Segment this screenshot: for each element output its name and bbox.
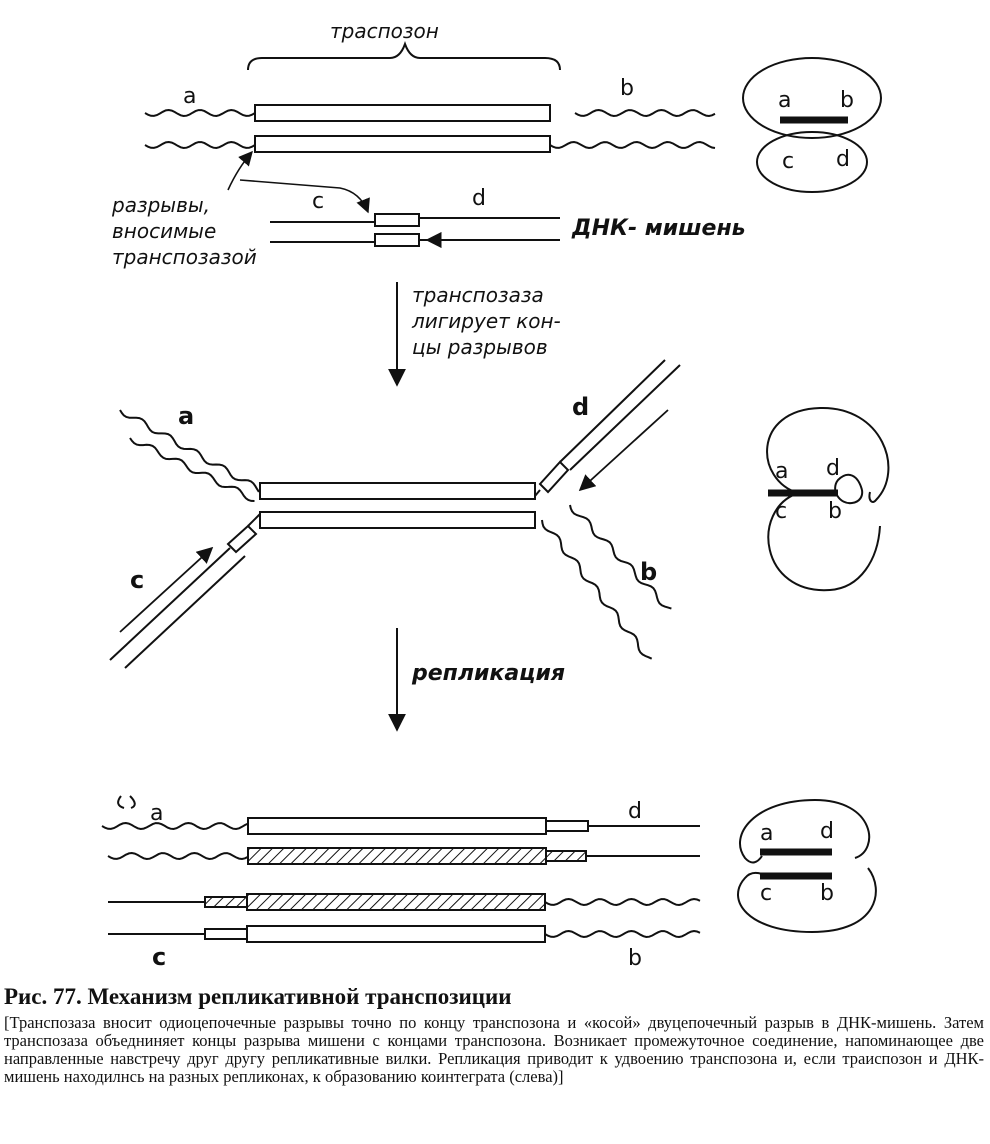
transposon-strand-bottom	[259, 511, 536, 529]
new-transposon-row2	[247, 847, 547, 865]
circle-label-c: c	[782, 149, 794, 174]
step1-text-line3: цы разрывов	[412, 335, 548, 359]
flank-b-outer	[541, 519, 653, 660]
target-c-strand-inner	[124, 555, 246, 669]
step-arrow-2: репликация	[388, 628, 565, 732]
target-d-strand-link	[534, 489, 541, 497]
label-b: b	[620, 76, 634, 101]
transposon-title: траспозон	[330, 19, 439, 43]
figure-caption: Рис. 77. Механизм репликативной транспоз…	[4, 984, 984, 1086]
target-c-duplication	[226, 524, 258, 554]
target-d-duplication	[538, 460, 570, 494]
flank-a-inner	[129, 437, 255, 502]
flank-a-outer	[119, 409, 260, 493]
step1-text-line1: транспозаза	[412, 283, 544, 307]
transposon-strand-bottom	[254, 135, 551, 153]
synthesis-arrow-d	[578, 409, 669, 492]
label-a: a	[183, 84, 196, 109]
label-c: c	[312, 189, 324, 214]
flank-b-top	[574, 108, 716, 118]
flank-b-row3	[544, 897, 701, 907]
circle-label-b: b	[820, 881, 834, 906]
flank-b-row4	[544, 929, 701, 939]
flank-a-bottom	[144, 140, 256, 150]
replicon-ab-circle	[742, 57, 882, 139]
cointegrate-lower	[737, 867, 877, 934]
step-arrow-1: транспозаза лигирует кон- цы разрывов	[388, 282, 561, 387]
transposon-strand-top	[254, 104, 551, 122]
circle-label-d: d	[820, 819, 834, 844]
circle-label-d: d	[836, 147, 850, 172]
target-c-strand-outer	[109, 547, 231, 661]
transposon-row1	[247, 817, 547, 835]
flank-b-bottom	[549, 140, 716, 150]
label-b: b	[640, 558, 657, 586]
flank-a-row1	[101, 821, 249, 831]
label-c: c	[130, 566, 144, 594]
step1-text-line2: лигирует кон-	[411, 309, 561, 333]
replicon-cd-circle	[756, 131, 868, 193]
target-duplication-top	[374, 213, 420, 227]
panel-1: траспозон a b разрывы, вносимые транспоз…	[111, 19, 882, 269]
circle-label-a: a	[760, 821, 773, 846]
panel-2: a b c d a d c b	[109, 359, 890, 669]
small-mark	[117, 795, 136, 809]
break-arrow	[227, 150, 253, 191]
break-to-target-arrow	[239, 179, 370, 214]
transposon-row4	[246, 925, 546, 943]
new-transposon-row3	[246, 893, 546, 911]
label-a: a	[178, 402, 194, 430]
replicative-transposition-diagram: траспозон a b разрывы, вносимые транспоз…	[101, 19, 890, 971]
circle-label-b: b	[840, 88, 854, 113]
circle-label-c: c	[775, 499, 787, 524]
cointegrate-upper	[739, 798, 871, 864]
circle-label-c: c	[760, 881, 772, 906]
flank-a-row2	[107, 851, 249, 861]
circle-label-a: a	[778, 88, 791, 113]
caption-text: [Транспозаза вносит одиоцепочечные разры…	[4, 1013, 984, 1086]
target-c-strand-link	[247, 513, 261, 527]
flank-b-inner	[569, 504, 672, 610]
label-a: a	[150, 801, 163, 826]
circle-label-a: a	[775, 459, 788, 484]
label-d: d	[472, 186, 486, 211]
caption-title: Рис. 77. Механизм репликативной транспоз…	[4, 984, 512, 1009]
target-duplication-bottom	[374, 233, 420, 247]
transposon-strand-top	[259, 482, 536, 500]
duplication-row4	[204, 928, 248, 940]
synthesis-arrow-c	[119, 546, 214, 633]
label-d: d	[628, 799, 642, 824]
transposon-brace	[247, 41, 561, 71]
label-c: c	[152, 943, 166, 971]
step2-text: репликация	[411, 661, 565, 686]
new-duplication-row3	[204, 896, 248, 908]
target-dna-label: ДНК- мишень	[571, 216, 746, 241]
breaks-text-line1: разрывы,	[111, 193, 210, 217]
circle-label-b: b	[828, 499, 842, 524]
breaks-text-line3: транспозазой	[112, 245, 257, 269]
circle-label-d: d	[826, 456, 840, 481]
breaks-text-line2: вносимые	[112, 219, 216, 243]
label-b: b	[628, 946, 642, 971]
flank-a-top	[144, 108, 256, 118]
new-duplication-row2	[545, 850, 587, 862]
panel-3: a d c b a d c b	[101, 795, 877, 971]
target-d-strand-inner	[569, 364, 681, 471]
label-d: d	[572, 393, 589, 421]
target-d-strand-outer	[559, 359, 666, 463]
duplication-row1	[545, 820, 589, 832]
